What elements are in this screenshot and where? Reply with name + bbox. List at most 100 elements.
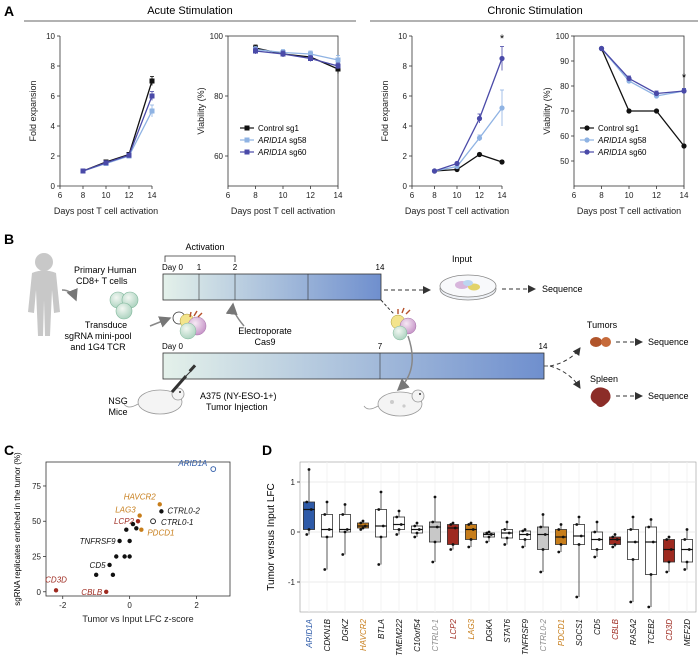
chronic-fold-point bbox=[499, 55, 505, 62]
chronic-viab-xlabel: Days post T cell activation bbox=[577, 206, 681, 216]
box-btla bbox=[375, 509, 387, 538]
label-day1: 1 bbox=[197, 263, 202, 272]
box-ylabel: Tumor versus Input LFC bbox=[266, 483, 277, 590]
box-sample-dot bbox=[597, 538, 601, 541]
acute-fold-ytick-label: 6 bbox=[51, 92, 56, 101]
acute-viab-xtick-label: 6 bbox=[226, 191, 231, 200]
acute-fold-point bbox=[126, 152, 132, 158]
chart-chronic-fold-expansion: 6 8 10 12 14 0 2 4 6 8 10 Days post T cell activati… bbox=[380, 32, 509, 216]
label-day2: 2 bbox=[233, 263, 238, 272]
chronic-viab-ytick-label: 70 bbox=[560, 107, 569, 116]
box-sample-dot bbox=[611, 545, 615, 549]
box-sample-dot bbox=[359, 521, 363, 525]
chronic-fold-ytick-label: 2 bbox=[403, 152, 408, 161]
acute-fold-ytick-label: 8 bbox=[51, 62, 56, 71]
box-sample-dot bbox=[397, 528, 401, 531]
chronic-fold-point bbox=[476, 151, 483, 158]
box-label-havcr2: HAVCR2 bbox=[359, 618, 368, 651]
box-label-pdcd1: PDCD1 bbox=[557, 619, 566, 646]
box-mef2d bbox=[681, 539, 693, 563]
box-sample-dot bbox=[395, 533, 399, 536]
box-sample-dot bbox=[341, 553, 345, 556]
acute-viab-point bbox=[335, 63, 341, 69]
chart-box-d: -1 0 1 Tumor versus Input LFC ARID1A CDKN1B DG… bbox=[266, 461, 697, 656]
box-sample-dot bbox=[595, 548, 599, 551]
box-sample-dot bbox=[615, 538, 619, 541]
scatter-point-ctrl0-1 bbox=[150, 518, 156, 525]
chronic-viab-xtick-label: 14 bbox=[680, 191, 689, 200]
label-sequence-spleen: Sequence bbox=[648, 391, 689, 401]
box-sample-dot bbox=[415, 521, 419, 525]
box-sample-dot bbox=[469, 538, 473, 541]
label-day0-bottom: Day 0 bbox=[162, 342, 183, 351]
scatter-point-pdcd1 bbox=[139, 527, 144, 532]
box-sample-dot bbox=[433, 540, 437, 544]
transduction-cells-icon bbox=[172, 310, 207, 340]
box-sample-dot bbox=[415, 531, 419, 535]
chronic-viab-series-line bbox=[601, 48, 685, 95]
box-sample-dot bbox=[667, 560, 671, 564]
label-day0-top: Day 0 bbox=[162, 263, 183, 272]
mouse-icon-right bbox=[363, 389, 425, 417]
scatter-xtick-label: 0 bbox=[127, 601, 132, 610]
chronic-viab-series-line bbox=[600, 48, 685, 147]
chronic-fold-point bbox=[476, 135, 483, 141]
label-cas9: Cas9 bbox=[254, 337, 275, 347]
box-sample-dot bbox=[651, 540, 655, 544]
scatter-label-cblb: CBLB bbox=[81, 588, 103, 597]
box-label-lag3: LAG3 bbox=[467, 618, 476, 639]
box-sample-dot bbox=[541, 513, 545, 516]
chronic-viab-point bbox=[626, 108, 632, 114]
box-sample-dot bbox=[309, 508, 313, 511]
header-chronic: Chronic Stimulation bbox=[487, 5, 582, 17]
chronic-fold-xlabel: Days post T cell activation bbox=[405, 206, 509, 216]
scatter-point-cblb bbox=[104, 589, 109, 594]
acute-viab-ytick-label: 60 bbox=[214, 152, 223, 161]
scatter-label-ctrl0-1: CTRL0-1 bbox=[161, 518, 193, 527]
chronic-viab-ylabel: Viability (%) bbox=[542, 87, 552, 134]
chronic-viab-series-line bbox=[601, 48, 685, 97]
chronic-fold-ylabel: Fold expansion bbox=[380, 80, 390, 141]
scatter-label-ctrl0-2: CTRL0-2 bbox=[167, 506, 200, 515]
box-lag3 bbox=[465, 524, 477, 540]
scatter-ylabel: sgRNA replicates enriched in the tumor (… bbox=[13, 452, 22, 606]
legend-chronic-sg60-rest: sg60 bbox=[627, 148, 647, 157]
chronic-viab-annotation: * bbox=[682, 72, 687, 84]
box-sample-dot bbox=[667, 535, 671, 539]
box-label-ctrl0-1: CTRL0-1 bbox=[431, 619, 440, 651]
box-sample-dot bbox=[469, 521, 473, 525]
legend-acute-sg58-rest: sg58 bbox=[287, 136, 307, 145]
box-sample-dot bbox=[579, 534, 583, 538]
chronic-fold-point bbox=[499, 159, 505, 165]
box-sample-dot bbox=[343, 530, 347, 534]
box-sample-dot bbox=[361, 519, 365, 523]
svg-text:ARID1A sg58: ARID1A sg58 bbox=[257, 136, 307, 145]
box-sample-dot bbox=[613, 543, 617, 546]
legend-acute-sg60-gene: ARID1A bbox=[257, 148, 287, 157]
label-spleen: Spleen bbox=[590, 374, 618, 384]
panel-letter-b: B bbox=[4, 231, 14, 247]
acute-viab-series-line bbox=[255, 48, 339, 61]
box-sample-dot bbox=[541, 548, 545, 551]
scatter-xtick-label: 2 bbox=[194, 601, 199, 610]
box-sample-dot bbox=[649, 573, 653, 576]
chronic-fold-xtick-label: 12 bbox=[475, 191, 484, 200]
label-tumor-injection: Tumor Injection bbox=[206, 402, 268, 412]
scatter-xlabel: Tumor vs Input LFC z-score bbox=[82, 614, 193, 624]
chronic-fold-ytick-label: 4 bbox=[403, 122, 408, 131]
acute-viab-point bbox=[308, 56, 313, 61]
chronic-viab-point bbox=[653, 108, 660, 114]
box-label-cd3d: CD3D bbox=[665, 619, 674, 641]
box-sample-dot bbox=[631, 558, 635, 561]
scatter-ytick-label: 0 bbox=[37, 588, 42, 597]
scatter-point bbox=[130, 521, 136, 527]
acute-fold-ytick-label: 2 bbox=[51, 152, 56, 161]
box-sample-dot bbox=[381, 524, 385, 528]
acute-viab-ylabel: Viability (%) bbox=[196, 87, 206, 134]
petri-dish-icon bbox=[439, 274, 497, 301]
scatter-label-cd5: CD5 bbox=[90, 561, 107, 570]
chronic-fold-series-line bbox=[434, 58, 503, 172]
legend-acute-control: Control sg1 bbox=[258, 124, 299, 133]
acute-fold-xtick-label: 14 bbox=[148, 191, 157, 200]
label-mice: Mice bbox=[108, 407, 127, 417]
